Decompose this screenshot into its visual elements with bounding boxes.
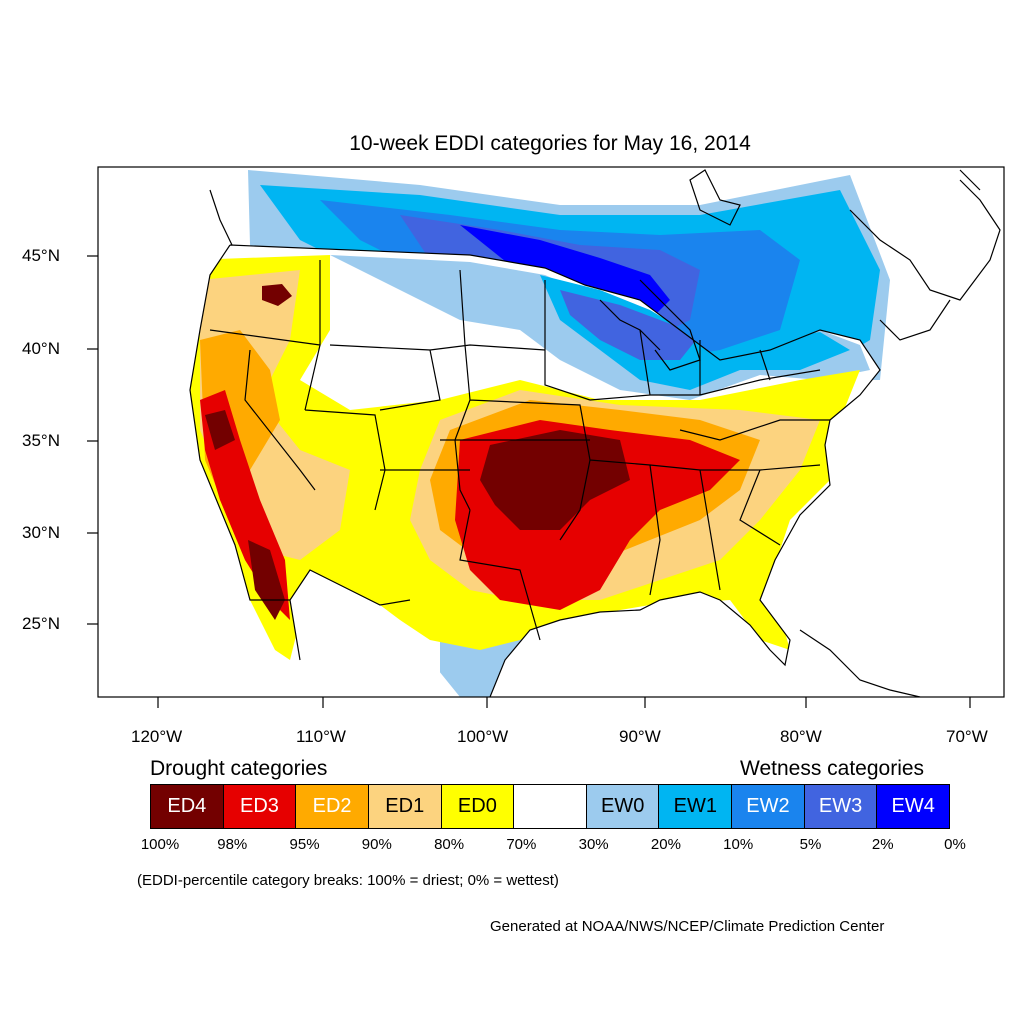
legend-break-label: 90% [361, 836, 392, 853]
drought-heading: Drought categories [150, 757, 328, 780]
drought-ed4 [205, 284, 630, 620]
lat-label-40n: 40°N [22, 339, 60, 358]
legend-break-label: 98% [217, 836, 248, 853]
lat-label-30n: 30°N [22, 523, 60, 542]
lon-label-80w: 80°W [780, 727, 822, 746]
map-title: 10-week EDDI categories for May 16, 2014 [349, 132, 751, 155]
legend-break-label: 30% [578, 836, 609, 853]
legend-break-label: 5% [799, 836, 822, 853]
axis-ticks [87, 255, 971, 708]
lon-label-70w: 70°W [946, 727, 988, 746]
legend-break-label: 80% [434, 836, 465, 853]
legend-break-label: 70% [506, 836, 537, 853]
legend-box-ed3: ED3 [223, 785, 297, 828]
legend-box-ew2: EW2 [732, 785, 805, 828]
category-note: (EDDI-percentile category breaks: 100% =… [137, 872, 559, 889]
legend-break-label: 2% [871, 836, 894, 853]
credit-text: Generated at NOAA/NWS/NCEP/Climate Predi… [490, 918, 885, 935]
legend-box-neutral [514, 785, 587, 828]
lat-label-45n: 45°N [22, 246, 60, 265]
legend-break-label: 0% [944, 836, 966, 853]
legend-box-ed2: ED2 [296, 785, 369, 828]
lat-label-35n: 35°N [22, 431, 60, 450]
lon-label-110w: 110°W [296, 727, 346, 746]
legend-break-label: 20% [650, 836, 681, 853]
legend-box-ew3: EW3 [804, 785, 878, 828]
wet-region-us-ew1 [540, 275, 850, 390]
legend-break-label: 100% [140, 836, 180, 853]
wetness-heading: Wetness categories [740, 757, 925, 780]
legend-box-ed0: ED0 [441, 785, 515, 828]
legend-box-ew0: EW0 [586, 785, 660, 828]
lon-label-120w: 120°W [131, 727, 183, 746]
boundary-lines [189, 169, 1001, 697]
legend-box-ew4: EW4 [877, 785, 950, 828]
legend-box-ew1: EW1 [659, 785, 733, 828]
lon-label-100w: 100°W [457, 727, 509, 746]
legend-bar: ED4 ED3 ED2 ED1 ED0 EW0 EW1 EW2 EW3 EW4 [150, 784, 950, 829]
legend-box-ed1: ED1 [368, 785, 442, 828]
legend-break-label: 95% [289, 836, 320, 853]
lon-label-90w: 90°W [619, 727, 661, 746]
lat-label-25n: 25°N [22, 614, 60, 633]
legend-break-label: 10% [723, 836, 754, 853]
legend-box-ed4: ED4 [151, 785, 224, 828]
map-frame [97, 166, 1005, 698]
